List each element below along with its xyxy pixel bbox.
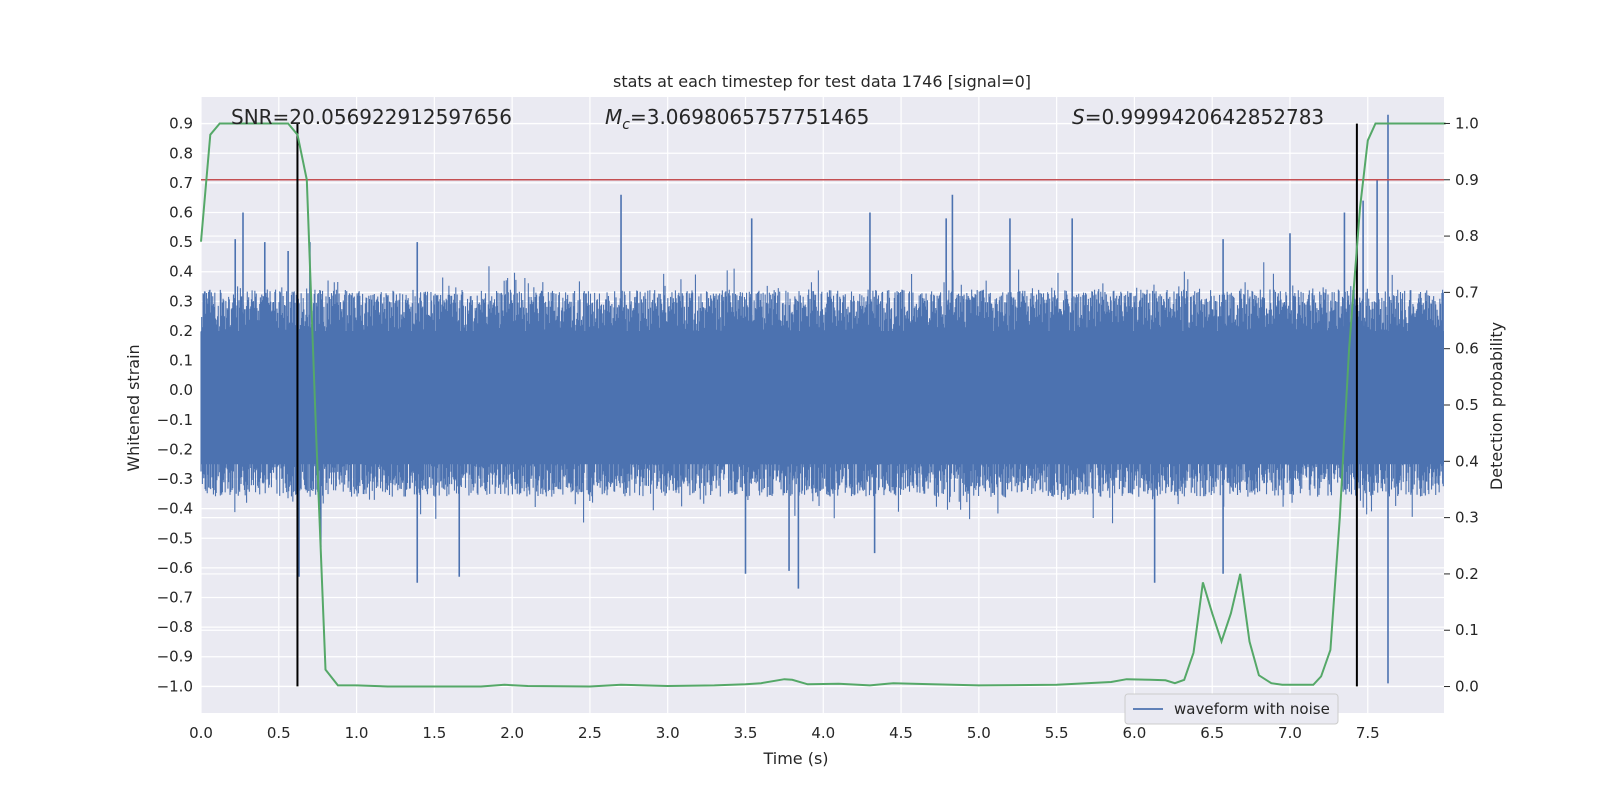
y-tick-label: −0.1 — [157, 411, 193, 429]
chirp-mass-annotation: Mc=3.0698065757751465 — [605, 105, 869, 133]
y-tick-label: 0.7 — [169, 174, 193, 192]
x-tick-label: 4.0 — [811, 724, 835, 742]
y-tick-label: 0.2 — [169, 322, 193, 340]
y2-tick-label: 0.6 — [1455, 340, 1479, 358]
x-tick-label: 1.0 — [345, 724, 369, 742]
x-tick-label: 5.0 — [967, 724, 991, 742]
y-tick-label: −0.9 — [157, 648, 193, 666]
vertical-markers — [296, 123, 1358, 687]
x-tick-label: 1.5 — [422, 724, 446, 742]
x-tick-label: 7.5 — [1356, 724, 1380, 742]
y2-tick-label: 0.7 — [1455, 283, 1479, 301]
x-tick-label: 5.5 — [1045, 724, 1069, 742]
x-tick-label: 2.5 — [578, 724, 602, 742]
x-tick-label: 7.0 — [1278, 724, 1302, 742]
y-tick-label: 0.6 — [169, 204, 193, 222]
y-tick-label: 0.0 — [169, 381, 193, 399]
y-tick-label: −0.4 — [157, 500, 193, 518]
y2-tick-label: 0.1 — [1455, 621, 1479, 639]
y-tick-label: −1.0 — [157, 677, 193, 695]
legend-box — [1124, 693, 1339, 725]
y-tick-label: 0.1 — [169, 352, 193, 370]
x-axis-ticks: 0.0 0.5 1.0 1.5 2.0 2.5 3.0 3.5 4.0 4.5 5.0 5.5 6.0 6… — [189, 724, 1380, 742]
x-tick-label: 3.5 — [734, 724, 758, 742]
y2-tick-label: 0.5 — [1455, 396, 1479, 414]
x-tick-label: 0.0 — [189, 724, 213, 742]
y-tick-label: 0.3 — [169, 292, 193, 310]
y-tick-label: −0.5 — [157, 529, 193, 547]
y2-tick-label: 0.0 — [1455, 678, 1479, 696]
y2-axis-ticks: 1.0 0.9 0.8 0.7 0.6 0.5 0.4 0.3 0.2 0.1 0.0 — [1444, 114, 1479, 696]
y2-tick-label: 0.3 — [1455, 509, 1479, 527]
x-tick-label: 4.5 — [889, 724, 913, 742]
y-tick-label: 0.9 — [169, 115, 193, 133]
y2-tick-label: 1.0 — [1455, 114, 1479, 132]
y-axis-label: Whitened strain — [124, 344, 143, 471]
y-tick-label: −0.2 — [157, 440, 193, 458]
y2-tick-label: 0.9 — [1455, 171, 1479, 189]
y2-tick-label: 0.8 — [1455, 227, 1479, 245]
x-tick-label: 6.0 — [1122, 724, 1146, 742]
y-tick-label: −0.3 — [157, 470, 193, 488]
legend: waveform with noise — [1124, 693, 1339, 725]
x-tick-label: 2.0 — [500, 724, 524, 742]
s-annotation: S=0.9999420642852783 — [1072, 105, 1324, 129]
x-axis-label: Time (s) — [762, 749, 828, 768]
y-tick-label: −0.8 — [157, 618, 193, 636]
x-tick-label: 6.5 — [1200, 724, 1224, 742]
snr-annotation: SNR=20.056922912597656 — [231, 105, 512, 129]
x-tick-label: 3.0 — [656, 724, 680, 742]
y-axis-ticks: 0.9 0.8 0.7 0.6 0.5 0.4 0.3 0.2 0.1 0.0 −0.1 −0.2 −0… — [157, 115, 193, 696]
y-tick-label: −0.7 — [157, 589, 193, 607]
y-tick-label: 0.4 — [169, 263, 193, 281]
y-tick-label: −0.6 — [157, 559, 193, 577]
waveform-dense-core — [201, 330, 1444, 465]
detection-probability-line — [200, 122, 1446, 688]
x-tick-label: 0.5 — [267, 724, 291, 742]
chart-title: stats at each timestep for test data 174… — [613, 72, 1031, 91]
legend-entry: waveform with noise — [1174, 700, 1330, 718]
y-tick-label: 0.5 — [169, 233, 193, 251]
y2-tick-label: 0.4 — [1455, 452, 1479, 470]
waveform-series — [200, 114, 1444, 684]
y2-axis-label: Detection probability — [1487, 322, 1506, 490]
y-tick-label: 0.8 — [169, 144, 193, 162]
y2-tick-label: 0.2 — [1455, 565, 1479, 583]
